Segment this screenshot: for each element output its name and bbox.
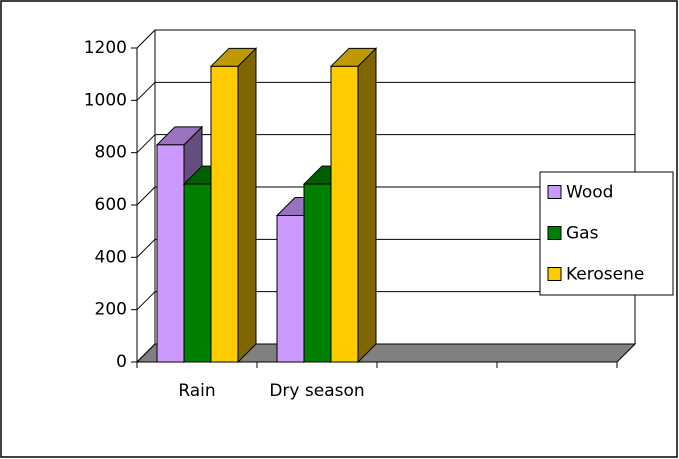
- grid-line: [136, 29, 156, 49]
- legend-swatch: [547, 185, 562, 199]
- y-tick-label: 200: [95, 300, 127, 320]
- legend-label: Gas: [566, 224, 599, 244]
- grid-line: [136, 186, 156, 206]
- legend-label: Kerosene: [566, 265, 644, 285]
- bar-side: [357, 47, 377, 364]
- bar-side: [237, 47, 257, 364]
- bar: [210, 65, 239, 363]
- grid-line: [136, 81, 156, 101]
- legend-label: Wood: [566, 183, 613, 203]
- y-tick-label: 800: [95, 143, 127, 163]
- y-tick-label: 0: [116, 352, 127, 372]
- legend-box: [539, 171, 674, 296]
- grid-line: [136, 238, 156, 258]
- legend-swatch: [547, 267, 562, 281]
- grid-line: [136, 134, 156, 154]
- bar: [330, 65, 359, 363]
- bar: [183, 183, 212, 363]
- legend-swatch: [547, 226, 562, 240]
- y-tick-label: 1000: [84, 90, 127, 110]
- y-tick-label: 400: [95, 247, 127, 267]
- bar: [303, 183, 332, 363]
- grid-line: [136, 343, 156, 363]
- x-tick-label: Rain: [178, 381, 216, 401]
- y-tick-label: 1200: [84, 38, 127, 58]
- y-tick-label: 600: [95, 195, 127, 215]
- grid-line: [136, 291, 156, 311]
- x-tick-label: Dry season: [269, 381, 365, 401]
- bar: [156, 144, 185, 363]
- bar: [276, 214, 305, 363]
